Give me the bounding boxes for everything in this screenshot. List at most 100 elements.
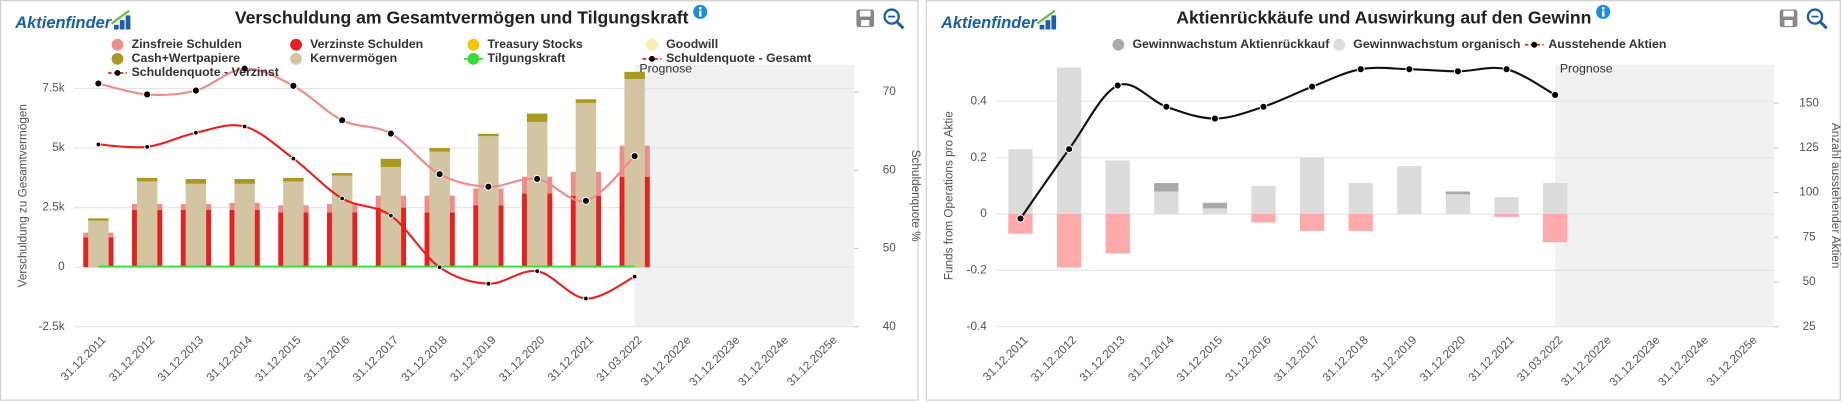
bar [1348, 183, 1373, 215]
bar [575, 102, 597, 268]
bar [1008, 149, 1033, 215]
bar [526, 121, 548, 268]
legend-label: Schuldenquote - Verzinst [132, 65, 279, 79]
logo: Aktienfinder [14, 9, 131, 32]
y-tick-label: 7.5k [42, 82, 64, 95]
y2-tick-label: 60 [883, 163, 897, 176]
bar [478, 136, 499, 268]
bar [185, 179, 207, 184]
info-icon-glyph [699, 10, 702, 17]
logo-bar [1051, 15, 1057, 30]
point [1308, 82, 1317, 91]
legend-marker [290, 38, 302, 51]
logo-bar [113, 24, 119, 30]
y-tick-label: -2.5k [39, 320, 65, 333]
info-icon-glyph [699, 7, 702, 10]
bar [1251, 214, 1276, 223]
info-icon-glyph [1602, 10, 1605, 17]
bar [234, 179, 255, 184]
info-icon-glyph [1602, 7, 1605, 10]
y-tick-label: 0 [58, 260, 65, 273]
bar [429, 151, 450, 268]
y2-tick-label: 40 [883, 320, 897, 333]
y2-tick-label: 100 [1799, 186, 1819, 199]
y-tick-label: 0.2 [970, 151, 986, 164]
point [533, 174, 542, 183]
legend-label: Gewinnwachstum Aktienrückkauf [1132, 37, 1330, 51]
legend-marker [649, 55, 655, 62]
bar [1445, 191, 1471, 195]
point [95, 141, 102, 148]
zoom-icon[interactable] [1806, 8, 1828, 30]
bar [1397, 166, 1422, 215]
logo: Aktienfinder [940, 9, 1057, 32]
legend-label: Cash+Wertpapiere [132, 51, 241, 65]
point [143, 90, 152, 99]
legend-label: Goodwill [666, 37, 718, 51]
point [1065, 145, 1074, 154]
save-icon[interactable] [1779, 9, 1798, 28]
point [144, 144, 150, 150]
point [1016, 214, 1025, 223]
y-axis-title: Verschuldung zu Gesamtvermögen [17, 104, 30, 287]
bar [1154, 191, 1179, 215]
legend-label: Schuldenquote - Gesamt [666, 51, 811, 65]
y-tick-label: 5k [52, 141, 65, 154]
bar [1542, 214, 1568, 243]
legend-marker [467, 52, 480, 65]
logo-bar [1045, 20, 1051, 30]
legend-label: Zinsfreie Schulden [132, 37, 242, 51]
bar [283, 181, 304, 268]
bar [234, 183, 255, 268]
logo-bar [1039, 24, 1045, 30]
bar [1202, 202, 1228, 209]
point [436, 264, 443, 271]
bar [1348, 214, 1373, 231]
legend-label: Tilgungskraft [488, 51, 566, 65]
logo-bar [119, 20, 125, 30]
bar [1299, 214, 1325, 231]
bar [429, 148, 450, 152]
point [631, 273, 638, 280]
y-tick-label: -0.4 [967, 320, 988, 333]
point [583, 295, 589, 302]
logo-text: Aktienfinder [940, 14, 1038, 32]
forecast-label: Prognose [639, 62, 692, 76]
bar [1008, 214, 1033, 234]
bar [1494, 197, 1519, 215]
legend-label: Gewinnwachstum organisch [1353, 37, 1520, 51]
legend-marker [1112, 38, 1125, 51]
point [581, 196, 590, 205]
bar [283, 177, 304, 182]
legend-label: Verzinste Schulden [310, 37, 423, 51]
point [534, 268, 540, 274]
bar [88, 218, 109, 221]
point [1210, 114, 1219, 123]
save-icon[interactable] [856, 9, 875, 28]
logo-text: Aktienfinder [14, 14, 112, 32]
legend-marker [290, 52, 302, 65]
legend-marker [111, 38, 124, 51]
legend-label: Ausstehende Aktien [1548, 37, 1666, 51]
point [290, 155, 297, 162]
y2-tick-label: 25 [1803, 320, 1817, 333]
y-tick-label: -0.2 [967, 263, 987, 276]
point [1162, 102, 1171, 111]
logo-arrow [1036, 9, 1056, 25]
bar [526, 113, 548, 122]
legend-label: Treasury Stocks [488, 37, 583, 51]
bar [1056, 214, 1082, 268]
point [289, 81, 298, 90]
logo-bar [125, 15, 131, 30]
bar [1154, 183, 1179, 192]
bar [88, 220, 109, 268]
point [1453, 67, 1462, 76]
point [1356, 65, 1365, 74]
y2-tick-label: 125 [1799, 141, 1819, 154]
y2-tick-label: 150 [1799, 96, 1819, 109]
zoom-icon[interactable] [883, 8, 905, 30]
bar [331, 173, 353, 176]
bar [624, 79, 645, 268]
legend-marker [1333, 38, 1346, 51]
logo-arrow [110, 9, 130, 25]
